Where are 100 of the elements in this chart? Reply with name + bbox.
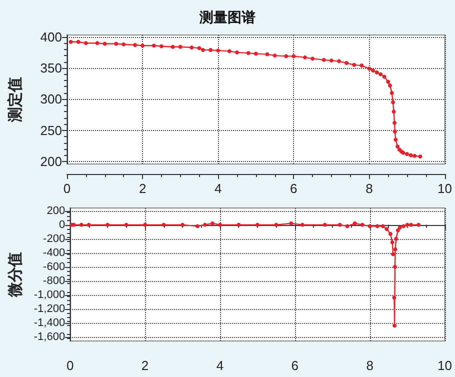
point [390,240,394,244]
point [289,221,294,226]
point [384,227,389,231]
x-tick-label: 2 [138,181,146,196]
point [392,324,397,328]
x-tick-label: 6 [291,358,299,373]
point [216,48,220,53]
point [208,48,213,52]
point [416,222,421,227]
point [390,90,394,95]
chart-title: 测量图谱 [198,9,256,26]
point [388,83,392,88]
y-tick-label: -600 [43,260,66,273]
y-tick-label: 250 [40,122,62,138]
y-axis-title: 微分值 [7,252,24,298]
point [152,44,156,48]
point [375,224,380,228]
point [195,224,200,228]
point [380,224,385,228]
point [368,224,372,228]
x-tick-label: 4 [216,358,224,373]
y-tick-label: 200 [46,204,66,217]
point [292,54,296,58]
y-tick-label: 200 [40,154,62,170]
y-tick-label: -400 [43,246,66,259]
point [227,49,232,54]
point [378,72,383,76]
point [84,41,88,46]
x-tick-label: 10 [438,181,452,196]
point [210,221,214,226]
point [300,222,304,227]
point [140,44,145,48]
point [394,236,398,241]
point [86,222,91,227]
point [284,54,288,58]
y-tick-label: -200 [43,232,66,245]
x-tick-label: 8 [366,181,373,196]
point [352,62,356,67]
point [272,54,277,58]
point [338,222,342,227]
point [404,152,409,156]
point [170,44,175,49]
point [388,232,392,236]
point [254,52,258,56]
point [197,46,202,50]
point [392,110,396,114]
point [391,252,396,256]
point [408,153,413,158]
point [393,247,398,252]
point [235,50,239,54]
point [412,154,417,158]
point [345,224,350,228]
y-axis-title: 测定值 [6,77,24,123]
point [95,41,100,46]
x-tick-label: 2 [141,358,149,373]
point [382,74,386,79]
point [392,264,397,269]
point [122,42,126,46]
point [391,100,396,104]
point [360,222,364,227]
point [79,222,84,227]
y-tick-label: 400 [40,29,62,44]
point [76,40,80,44]
point [409,222,414,227]
point [162,222,166,227]
point [392,130,397,134]
point [201,48,205,52]
point [329,58,334,63]
y-tick-label: -1,000 [34,288,66,301]
point [322,58,326,62]
point [133,42,137,47]
point [398,226,402,230]
point [218,222,222,227]
point [392,120,397,125]
point [360,64,364,68]
point [337,59,341,64]
point [190,45,194,50]
point [352,221,357,226]
point [303,55,307,60]
y-tick-label: -1,400 [34,316,66,329]
point [246,51,250,56]
y-tick-label: -1,600 [34,330,66,343]
point [396,228,400,232]
x-tick-label: 6 [290,181,298,196]
point [367,66,372,71]
point [402,224,406,228]
point [265,52,270,56]
point [374,70,379,74]
point [418,154,422,159]
x-tick-label: 8 [366,358,374,373]
y-tick-label: -800 [43,274,66,287]
y-tick-label: 0 [58,218,66,231]
y-tick-label: 350 [40,60,62,76]
point [178,44,182,49]
point [322,222,327,227]
x-tick-label: 4 [214,181,222,196]
point [114,42,118,46]
point [394,138,398,142]
point [396,144,400,149]
point [386,80,390,84]
